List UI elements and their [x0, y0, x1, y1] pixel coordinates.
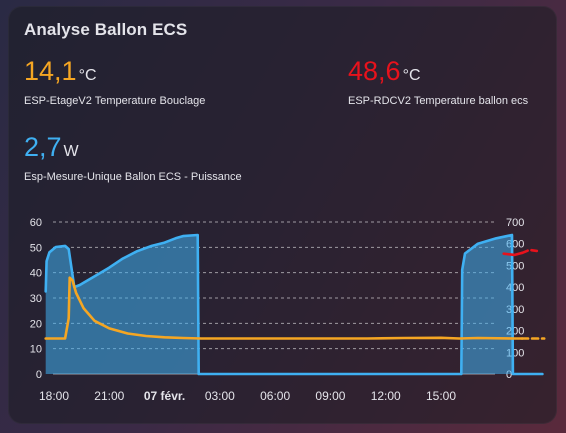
x-tick-label: 18:00: [39, 389, 69, 403]
entity-value: 48,6: [348, 56, 401, 86]
y-right-tick-label: 0: [506, 369, 512, 381]
y-left-tick-label: 0: [36, 369, 42, 381]
entity-name: ESP-RDCV2 Temperature ballon ecs: [348, 95, 529, 107]
entity-name: Esp-Mesure-Unique Ballon ECS - Puissance: [24, 171, 242, 183]
x-tick-label: 15:00: [426, 389, 456, 403]
entity-ballon-temperature[interactable]: 48,6 °C ESP-RDCV2 Temperature ballon ecs: [348, 56, 528, 107]
x-tick-label: 12:00: [371, 389, 401, 403]
entity-unit: W: [63, 143, 79, 160]
series-line-3: [502, 251, 524, 257]
series-line-4: [520, 248, 539, 255]
x-tick-label: 09:00: [315, 389, 345, 403]
series-line-0: [44, 233, 544, 376]
entity-value: 2,7: [24, 132, 62, 162]
y-left-tick-label: 10: [30, 344, 42, 356]
ecs-analysis-card: Analyse Ballon ECS 14,1 °C ESP-EtageV2 Te…: [8, 6, 557, 424]
entity-value: 14,1: [24, 56, 77, 86]
entity-unit: °C: [78, 67, 97, 84]
series-area-0: [45, 235, 543, 374]
entity-unit: °C: [402, 67, 421, 84]
card-title: Analyse Ballon ECS: [24, 20, 188, 39]
history-chart[interactable]: 0102030405060010020030040050060070018:00…: [8, 6, 557, 424]
x-tick-label: 07 févr.: [144, 389, 185, 403]
series-line-1: [44, 276, 524, 340]
x-tick-label: 21:00: [94, 389, 124, 403]
y-left-tick-label: 60: [30, 217, 42, 229]
y-left-tick-label: 30: [30, 293, 42, 305]
y-left-tick-label: 20: [30, 318, 42, 330]
entity-bouclage-temperature[interactable]: 14,1 °C ESP-EtageV2 Temperature Bouclage: [24, 56, 205, 107]
y-left-tick-label: 50: [30, 242, 42, 254]
y-left-tick-label: 40: [30, 268, 42, 280]
x-tick-label: 03:00: [205, 389, 235, 403]
x-tick-label: 06:00: [260, 389, 290, 403]
entity-name: ESP-EtageV2 Temperature Bouclage: [24, 95, 206, 107]
y-right-tick-label: 700: [506, 217, 524, 229]
entity-puissance[interactable]: 2,7 W Esp-Mesure-Unique Ballon ECS - Puis…: [24, 132, 242, 183]
